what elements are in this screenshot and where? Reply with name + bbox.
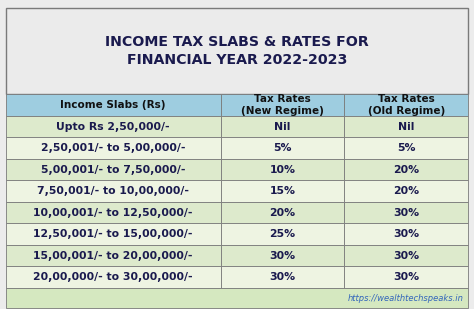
Text: 7,50,001/- to 10,00,000/-: 7,50,001/- to 10,00,000/- [37, 186, 189, 196]
FancyBboxPatch shape [6, 266, 221, 288]
Text: 30%: 30% [393, 251, 419, 261]
Text: Tax Rates
(New Regime): Tax Rates (New Regime) [241, 94, 324, 116]
FancyBboxPatch shape [221, 94, 344, 116]
FancyBboxPatch shape [6, 245, 221, 266]
FancyBboxPatch shape [221, 245, 344, 266]
FancyBboxPatch shape [6, 180, 221, 202]
Text: 25%: 25% [270, 229, 296, 239]
Text: INCOME TAX SLABS & RATES FOR
FINANCIAL YEAR 2022-2023: INCOME TAX SLABS & RATES FOR FINANCIAL Y… [105, 35, 369, 67]
FancyBboxPatch shape [6, 8, 468, 94]
Text: 20%: 20% [270, 208, 296, 218]
FancyBboxPatch shape [6, 202, 221, 223]
Text: 30%: 30% [270, 272, 296, 282]
FancyBboxPatch shape [6, 137, 221, 159]
Text: Upto Rs 2,50,000/-: Upto Rs 2,50,000/- [56, 121, 170, 132]
Text: 30%: 30% [393, 229, 419, 239]
Text: 20,00,000/- to 30,00,000/-: 20,00,000/- to 30,00,000/- [34, 272, 193, 282]
Text: 20%: 20% [393, 165, 419, 175]
FancyBboxPatch shape [344, 116, 468, 137]
Text: 5%: 5% [397, 143, 416, 153]
Text: 30%: 30% [393, 208, 419, 218]
FancyBboxPatch shape [344, 180, 468, 202]
FancyBboxPatch shape [344, 94, 468, 116]
FancyBboxPatch shape [6, 116, 221, 137]
Text: Income Slabs (Rs): Income Slabs (Rs) [61, 100, 166, 110]
Text: 20%: 20% [393, 186, 419, 196]
FancyBboxPatch shape [221, 180, 344, 202]
FancyBboxPatch shape [221, 116, 344, 137]
Text: Nil: Nil [274, 121, 291, 132]
Text: 2,50,001/- to 5,00,000/-: 2,50,001/- to 5,00,000/- [41, 143, 185, 153]
FancyBboxPatch shape [344, 266, 468, 288]
Text: Tax Rates
(Old Regime): Tax Rates (Old Regime) [368, 94, 445, 116]
FancyBboxPatch shape [221, 223, 344, 245]
Text: 5%: 5% [273, 143, 292, 153]
FancyBboxPatch shape [344, 245, 468, 266]
FancyBboxPatch shape [344, 137, 468, 159]
Text: 10,00,001/- to 12,50,000/-: 10,00,001/- to 12,50,000/- [34, 208, 193, 218]
Text: 10%: 10% [270, 165, 296, 175]
FancyBboxPatch shape [6, 223, 221, 245]
Text: 30%: 30% [270, 251, 296, 261]
FancyBboxPatch shape [344, 159, 468, 180]
FancyBboxPatch shape [6, 159, 221, 180]
FancyBboxPatch shape [344, 223, 468, 245]
FancyBboxPatch shape [221, 202, 344, 223]
FancyBboxPatch shape [6, 94, 221, 116]
Text: Nil: Nil [398, 121, 414, 132]
FancyBboxPatch shape [221, 266, 344, 288]
Text: 12,50,001/- to 15,00,000/-: 12,50,001/- to 15,00,000/- [34, 229, 193, 239]
Text: https://wealthtechspeaks.in: https://wealthtechspeaks.in [348, 294, 464, 303]
FancyBboxPatch shape [221, 137, 344, 159]
Text: 5,00,001/- to 7,50,000/-: 5,00,001/- to 7,50,000/- [41, 165, 185, 175]
FancyBboxPatch shape [344, 202, 468, 223]
FancyBboxPatch shape [221, 159, 344, 180]
Text: 15%: 15% [270, 186, 296, 196]
FancyBboxPatch shape [6, 288, 468, 308]
Text: 15,00,001/- to 20,00,000/-: 15,00,001/- to 20,00,000/- [34, 251, 193, 261]
Text: 30%: 30% [393, 272, 419, 282]
